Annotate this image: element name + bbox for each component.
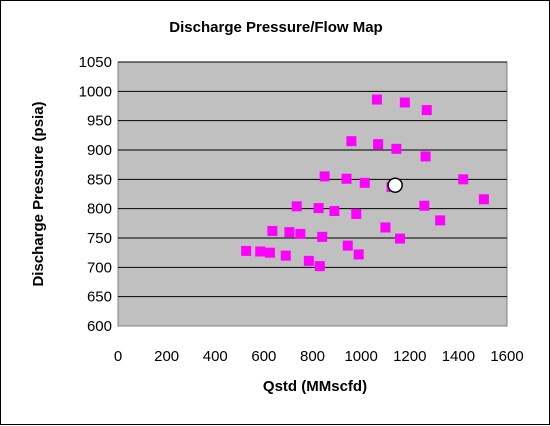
data-point: [421, 105, 432, 116]
y-tick-label: 900: [87, 142, 112, 159]
data-point: [341, 173, 352, 184]
x-tick-label: 0: [114, 348, 122, 365]
data-point: [241, 245, 252, 256]
data-point: [284, 227, 295, 238]
y-axis-ticks: 600 650 700 750 800 850 900 950 1000 1050: [79, 54, 112, 335]
x-tick-label: 1600: [490, 348, 523, 365]
x-tick-label: 1000: [344, 348, 377, 365]
data-point: [419, 200, 430, 211]
data-point: [351, 208, 362, 219]
y-tick-label: 650: [87, 289, 112, 306]
data-point: [314, 261, 325, 272]
data-point: [255, 246, 266, 257]
data-point: [399, 97, 410, 108]
x-tick-label: 1200: [393, 348, 426, 365]
data-point: [395, 233, 406, 244]
chart-title: Discharge Pressure/Flow Map: [169, 19, 382, 36]
y-tick-label: 750: [87, 230, 112, 247]
data-point: [313, 203, 324, 214]
data-point: [319, 171, 330, 182]
y-tick-label: 600: [87, 318, 112, 335]
data-point: [373, 139, 384, 150]
data-point: [353, 249, 364, 260]
data-point: [303, 255, 314, 266]
data-point: [420, 151, 431, 162]
operating-point-marker: [387, 177, 403, 193]
data-point: [291, 201, 302, 212]
y-tick-label: 800: [87, 201, 112, 218]
data-point: [329, 206, 340, 217]
x-tick-label: 800: [300, 348, 325, 365]
data-point: [317, 231, 328, 242]
x-tick-label: 600: [251, 348, 276, 365]
y-tick-label: 700: [87, 259, 112, 276]
y-axis-label: Discharge Pressure (psia): [30, 101, 47, 286]
data-point: [264, 247, 275, 258]
data-point: [391, 143, 402, 154]
data-point: [295, 228, 306, 239]
x-tick-label: 400: [203, 348, 228, 365]
x-axis-ticks: 0 200 400 600 800 1000 1200 1400 1600: [114, 348, 524, 365]
x-tick-label: 1400: [442, 348, 475, 365]
data-point: [342, 240, 353, 251]
data-point: [280, 250, 291, 261]
data-point: [359, 177, 370, 188]
gridlines: [118, 61, 507, 298]
data-point: [267, 225, 278, 236]
x-axis-label: Qstd (MMscfd): [263, 378, 367, 395]
x-tick-label: 200: [154, 348, 179, 365]
data-point: [435, 215, 446, 226]
y-tick-label: 850: [87, 171, 112, 188]
plot-area: [117, 61, 508, 327]
data-point: [478, 194, 489, 205]
y-tick-label: 950: [87, 113, 112, 130]
y-tick-label: 1050: [79, 54, 112, 71]
y-tick-label: 1000: [79, 83, 112, 100]
data-point: [371, 94, 382, 105]
data-point: [458, 174, 469, 185]
data-points: [241, 94, 489, 272]
data-point: [380, 222, 391, 233]
data-point: [346, 136, 357, 147]
